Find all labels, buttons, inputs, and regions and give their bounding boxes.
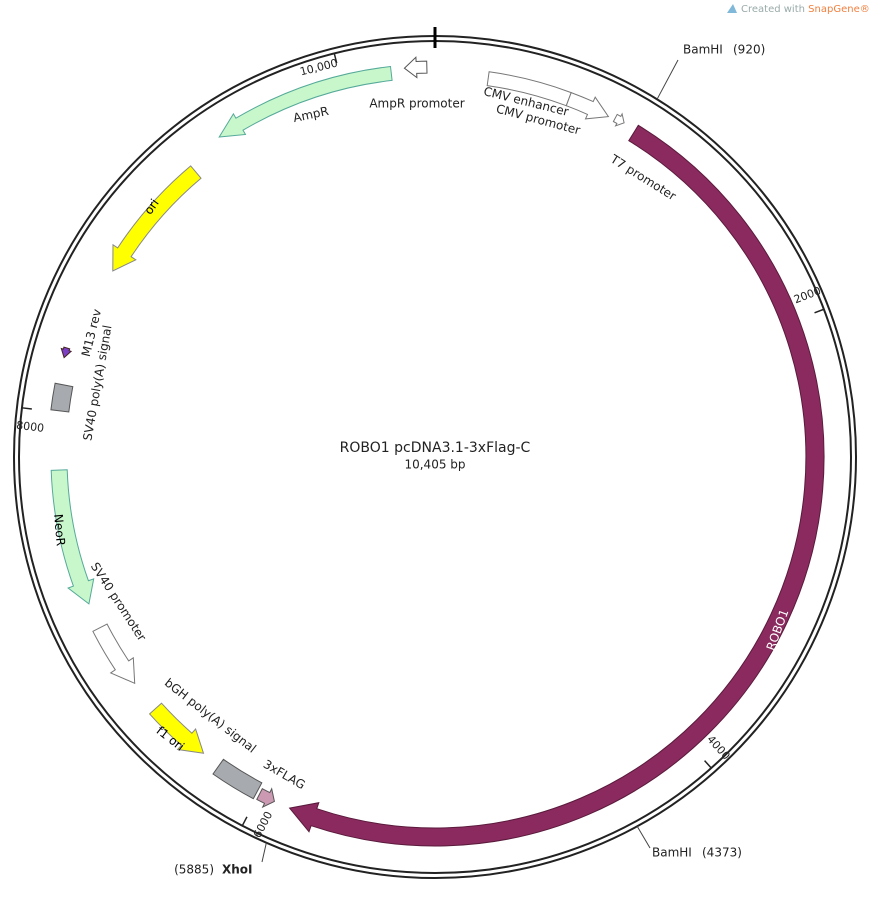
site-name: BamHI — [683, 43, 723, 57]
feature-arrow — [288, 124, 825, 847]
watermark-prefix: Created with — [741, 4, 805, 15]
logo — [727, 4, 737, 13]
watermark: Created with SnapGene® — [741, 4, 869, 15]
tick-mark — [333, 53, 338, 64]
feature-arrow — [612, 112, 625, 127]
feature-arrow — [256, 787, 275, 809]
site-position: (5885) — [174, 863, 214, 877]
feature-label: NeoR — [51, 513, 68, 546]
site-line — [636, 826, 651, 849]
tick-label: 6000 — [251, 809, 275, 840]
tick-label: 10,000 — [299, 56, 340, 78]
tick-mark — [704, 760, 712, 769]
site-name: BamHI — [652, 846, 692, 860]
feature-arrow — [60, 346, 73, 359]
feature-arrow — [112, 165, 202, 272]
tick-label: 2000 — [792, 284, 823, 306]
site-line — [656, 59, 679, 100]
feature-label: AmpR promoter — [369, 97, 464, 111]
site-line — [261, 842, 267, 863]
feature-arrow — [50, 469, 95, 605]
tick-mark — [814, 308, 825, 314]
feature-arrow — [212, 758, 263, 800]
feature-arrow — [92, 623, 136, 685]
site-position: (920) — [733, 43, 765, 57]
feature-arrow — [565, 91, 610, 120]
plasmid-name: ROBO1 pcDNA3.1-3xFlag-C — [340, 440, 531, 456]
feature-arrow — [403, 56, 428, 79]
plasmid-size: 10,405 bp — [404, 458, 465, 472]
feature-label: 3xFLAG — [261, 757, 308, 792]
tick-mark — [241, 816, 248, 827]
feature-label: AmpR — [292, 104, 330, 125]
feature-arrow — [50, 382, 74, 413]
tick-label: 8000 — [15, 419, 44, 435]
tick-mark — [21, 407, 32, 410]
site-position: (4373) — [702, 846, 742, 860]
feature-arrow — [148, 702, 205, 754]
feature-arrow — [218, 65, 393, 138]
watermark-brand: SnapGene® — [808, 4, 869, 15]
site-name: XhoI — [222, 863, 253, 877]
